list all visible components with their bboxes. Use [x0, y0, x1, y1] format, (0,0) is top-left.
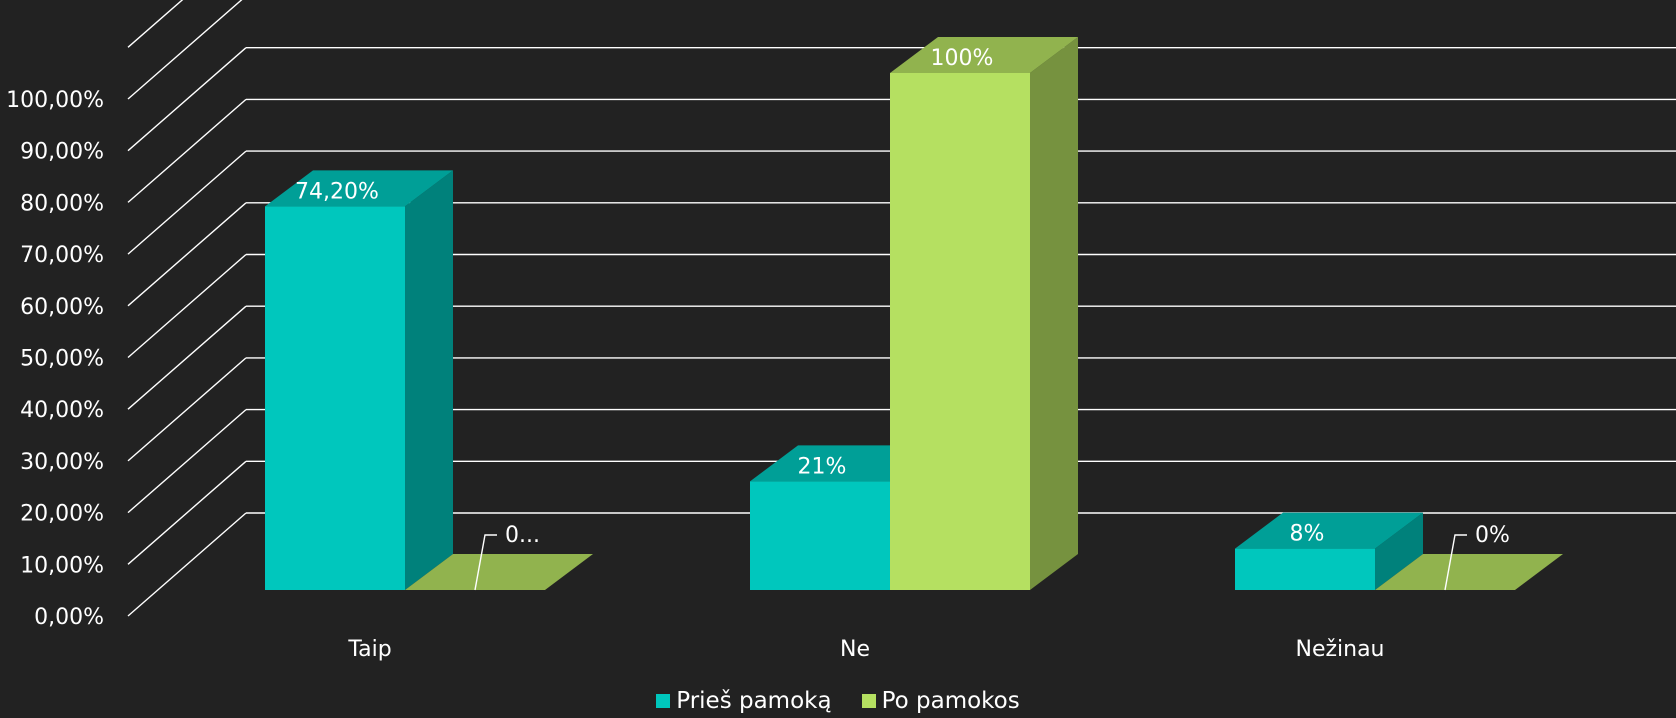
grid-diagonal-0 — [127, 512, 247, 617]
x-category-label: Nežinau — [1295, 637, 1384, 662]
grid-diagonal-60 — [127, 202, 247, 307]
data-label-Nežinau-series-1: 8% — [1290, 522, 1325, 547]
y-tick-label: 70,00% — [20, 243, 104, 268]
data-label-Taip-series-2: 0... — [505, 523, 540, 548]
legend-item-series-2: Po pamokos — [861, 688, 1020, 714]
grid-diagonal-90 — [127, 47, 247, 152]
legend: Prieš pamoką Po pamokos — [0, 688, 1676, 714]
y-tick-label: 50,00% — [20, 347, 104, 372]
y-tick-label: 80,00% — [20, 191, 104, 216]
y-tick-label: 20,00% — [20, 502, 104, 527]
legend-label-series-2: Po pamokos — [881, 688, 1020, 714]
y-tick-label: 0,00% — [34, 605, 104, 630]
bar-Nežinau-series-2 — [1375, 554, 1563, 590]
bar-Nežinau-series-1 — [1235, 512, 1423, 590]
grid-diagonal-40 — [127, 305, 247, 410]
data-label-Ne-series-1: 21% — [798, 454, 847, 479]
y-tick-label: 100,00% — [6, 88, 104, 113]
grid-diagonal-110 — [127, 0, 184, 48]
data-label-Taip-series-1: 74,20% — [295, 179, 379, 204]
grid-diagonal-10 — [127, 460, 247, 565]
data-label-Ne-series-2: 100% — [931, 46, 994, 71]
grid-diagonal-100 — [127, 0, 243, 100]
legend-swatch-series-2 — [861, 694, 876, 708]
bar-Ne-series-2 — [890, 37, 1078, 590]
grid-diagonal-50 — [127, 253, 247, 359]
leader-line-Taip-series-2 — [474, 534, 497, 591]
bar-Taip-series-2 — [405, 554, 593, 590]
legend-item-series-1: Prieš pamoką — [656, 688, 832, 714]
grid-diagonal-30 — [127, 357, 247, 462]
legend-swatch-series-1 — [656, 694, 671, 708]
leader-line-Nežinau-series-2 — [1444, 534, 1467, 591]
x-category-label: Taip — [347, 637, 391, 662]
legend-label-series-1: Prieš pamoką — [676, 688, 832, 714]
y-tick-label: 30,00% — [20, 450, 104, 475]
grid-diagonal-20 — [127, 409, 247, 514]
grid-diagonal-70 — [127, 150, 247, 255]
bar-Taip-series-1 — [265, 170, 453, 591]
data-label-Nežinau-series-2: 0% — [1475, 523, 1510, 548]
y-tick-label: 10,00% — [20, 553, 104, 578]
y-tick-label: 40,00% — [20, 398, 104, 423]
grid-diagonal-80 — [127, 98, 247, 203]
y-tick-label: 90,00% — [20, 140, 104, 165]
y-tick-label: 60,00% — [20, 295, 104, 320]
x-category-label: Ne — [840, 637, 870, 662]
